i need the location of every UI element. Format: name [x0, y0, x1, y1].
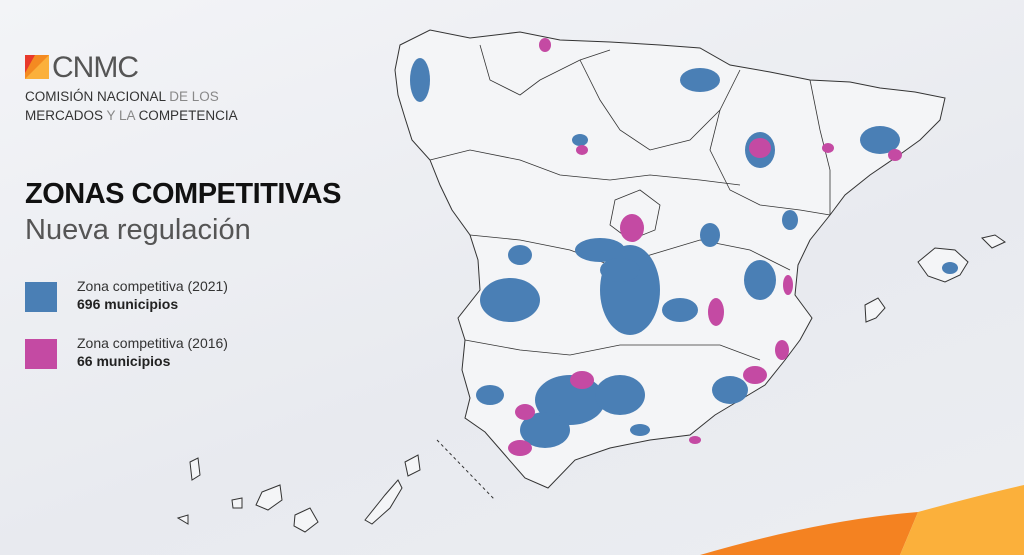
page-subtitle: Nueva regulación [25, 214, 251, 246]
zona-2021-area [480, 278, 540, 322]
zona-2016-area [570, 371, 594, 389]
organization-name: COMISIÓN NACIONAL DE LOS MERCADOS Y LA C… [25, 87, 238, 125]
zona-2021-area [942, 262, 958, 274]
zona-2021-area [476, 385, 504, 405]
org-line2-bold: MERCADOS [25, 108, 104, 123]
logo-wordmark: CNMC [52, 51, 139, 84]
zona-2021-areas [410, 58, 958, 448]
zona-2016-areas [508, 38, 902, 456]
legend-count: 66 municipios [77, 353, 171, 369]
zona-2021-area [662, 298, 698, 322]
peninsula-outline [394, 29, 946, 489]
legend-label: Zona competitiva (2016) [77, 335, 228, 351]
zona-2016-area [515, 404, 535, 420]
legend-item-2016: Zona competitiva (2016) 66 municipios [25, 335, 285, 375]
gran-canaria-outline [293, 507, 319, 533]
zona-2016-area [708, 298, 724, 326]
canary-separator-line [436, 439, 496, 501]
zona-2016-area [775, 340, 789, 360]
mallorca-outline [917, 247, 969, 283]
zona-2021-area [572, 134, 588, 146]
la-gomera-outline [231, 497, 243, 509]
lanzarote-outline [404, 454, 421, 477]
zona-2016-area [888, 149, 902, 161]
zona-2016-area [743, 366, 767, 384]
menorca-outline [981, 234, 1006, 249]
zona-2021-area [630, 424, 650, 436]
zona-2016-area [689, 436, 701, 444]
legend-count: 696 municipios [77, 296, 179, 312]
zona-2021-area [575, 238, 625, 262]
zona-2021-area [782, 210, 798, 230]
fuerteventura-outline [364, 479, 403, 525]
legend-label: Zona competitiva (2021) [77, 278, 228, 294]
legend-item-2021: Zona competitiva (2021) 696 municipios [25, 278, 285, 318]
cnmc-logo-mark-icon [25, 55, 49, 79]
region-borders [429, 44, 831, 361]
zona-2021-area [410, 58, 430, 102]
zona-2021-area [860, 126, 900, 154]
corner-yellow-shape [900, 485, 1024, 555]
ibiza-outline [864, 297, 886, 323]
org-line1-light: DE LOS [165, 89, 219, 104]
zona-2021-area [600, 258, 640, 282]
zona-2016-area [749, 138, 771, 158]
legend-swatch-blue [25, 282, 57, 312]
zona-2016-area [576, 145, 588, 155]
zona-2016-area [822, 143, 834, 153]
org-line1-bold: COMISIÓN NACIONAL [25, 89, 166, 104]
org-line2-bold2: COMPETENCIA [138, 108, 238, 123]
zona-2016-area [508, 440, 532, 456]
corner-orange-shape [700, 512, 918, 555]
zona-2021-area [712, 376, 748, 404]
zona-2021-area [680, 68, 720, 92]
zona-2021-area [744, 260, 776, 300]
zona-2016-area [783, 275, 793, 295]
page-title: ZONAS COMPETITIVAS [25, 178, 341, 210]
zona-2021-area [520, 412, 570, 448]
zona-2021-area [595, 375, 645, 415]
hierro-outline [176, 514, 189, 525]
zona-2021-area [508, 245, 532, 265]
legend-swatch-magenta [25, 339, 57, 369]
zona-2016-area [620, 214, 644, 242]
zona-2016-area [539, 38, 551, 52]
zona-2021-area [700, 223, 720, 247]
la-palma-outline [189, 457, 201, 481]
org-line2-light: Y LA [103, 108, 139, 123]
tenerife-outline [255, 484, 283, 511]
